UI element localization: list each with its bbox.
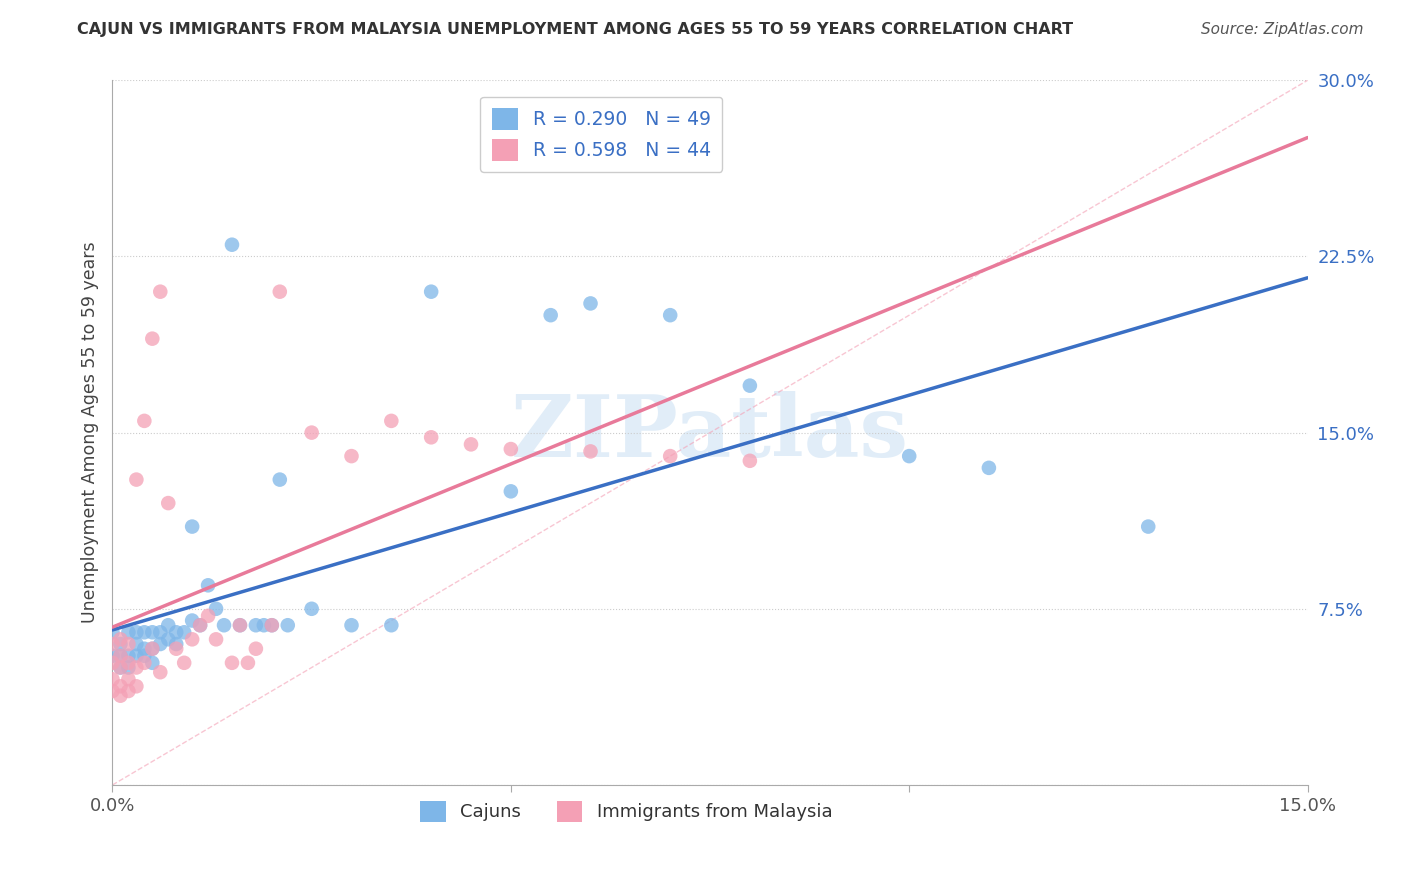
- Point: [117, 625, 139, 640]
- Point: [380, 414, 402, 428]
- Point: [188, 618, 211, 632]
- Point: [110, 660, 132, 674]
- Point: [141, 641, 163, 656]
- Point: [659, 449, 682, 463]
- Point: [141, 656, 163, 670]
- Point: [101, 637, 124, 651]
- Point: [110, 637, 132, 651]
- Point: [659, 308, 682, 322]
- Point: [738, 454, 761, 468]
- Point: [101, 684, 124, 698]
- Point: [149, 665, 172, 680]
- Legend: Cajuns, Immigrants from Malaysia: Cajuns, Immigrants from Malaysia: [413, 794, 839, 829]
- Point: [149, 285, 172, 299]
- Point: [101, 673, 124, 687]
- Point: [460, 437, 482, 451]
- Point: [197, 608, 219, 623]
- Point: [269, 473, 291, 487]
- Point: [125, 637, 148, 651]
- Point: [260, 618, 283, 632]
- Point: [125, 648, 148, 663]
- Point: [101, 625, 124, 640]
- Point: [236, 656, 259, 670]
- Point: [253, 618, 276, 632]
- Point: [117, 684, 139, 698]
- Point: [181, 519, 204, 533]
- Point: [134, 641, 156, 656]
- Point: [269, 285, 291, 299]
- Point: [173, 656, 195, 670]
- Point: [117, 648, 139, 663]
- Point: [117, 660, 139, 674]
- Point: [260, 618, 283, 632]
- Point: [117, 656, 139, 670]
- Point: [977, 460, 1000, 475]
- Point: [110, 648, 132, 663]
- Point: [141, 625, 163, 640]
- Point: [420, 430, 443, 444]
- Point: [149, 637, 172, 651]
- Point: [134, 656, 156, 670]
- Point: [125, 625, 148, 640]
- Point: [340, 618, 363, 632]
- Point: [205, 632, 228, 647]
- Text: CAJUN VS IMMIGRANTS FROM MALAYSIA UNEMPLOYMENT AMONG AGES 55 TO 59 YEARS CORRELA: CAJUN VS IMMIGRANTS FROM MALAYSIA UNEMPL…: [77, 22, 1073, 37]
- Point: [579, 296, 602, 310]
- Point: [898, 449, 921, 463]
- Point: [301, 601, 323, 615]
- Point: [165, 637, 187, 651]
- Text: ZIPatlas: ZIPatlas: [510, 391, 910, 475]
- Point: [540, 308, 562, 322]
- Point: [125, 679, 148, 693]
- Point: [181, 632, 204, 647]
- Point: [1137, 519, 1160, 533]
- Y-axis label: Unemployment Among Ages 55 to 59 years: Unemployment Among Ages 55 to 59 years: [80, 242, 98, 624]
- Point: [277, 618, 299, 632]
- Point: [125, 660, 148, 674]
- Point: [101, 648, 124, 663]
- Point: [181, 614, 204, 628]
- Point: [165, 641, 187, 656]
- Point: [157, 632, 180, 647]
- Point: [245, 618, 267, 632]
- Point: [499, 442, 522, 456]
- Point: [212, 618, 235, 632]
- Point: [340, 449, 363, 463]
- Point: [197, 578, 219, 592]
- Point: [141, 332, 163, 346]
- Point: [579, 444, 602, 458]
- Point: [110, 632, 132, 647]
- Text: Source: ZipAtlas.com: Source: ZipAtlas.com: [1201, 22, 1364, 37]
- Point: [173, 625, 195, 640]
- Point: [110, 660, 132, 674]
- Point: [380, 618, 402, 632]
- Point: [205, 601, 228, 615]
- Point: [125, 473, 148, 487]
- Point: [420, 285, 443, 299]
- Point: [141, 641, 163, 656]
- Point: [229, 618, 252, 632]
- Point: [221, 237, 243, 252]
- Point: [221, 656, 243, 670]
- Point: [149, 625, 172, 640]
- Point: [499, 484, 522, 499]
- Point: [245, 641, 267, 656]
- Point: [110, 679, 132, 693]
- Point: [165, 625, 187, 640]
- Point: [229, 618, 252, 632]
- Point: [110, 648, 132, 663]
- Point: [134, 625, 156, 640]
- Point: [738, 378, 761, 392]
- Point: [101, 656, 124, 670]
- Point: [157, 496, 180, 510]
- Point: [134, 414, 156, 428]
- Point: [188, 618, 211, 632]
- Point: [110, 689, 132, 703]
- Point: [301, 425, 323, 440]
- Point: [157, 618, 180, 632]
- Point: [134, 648, 156, 663]
- Point: [117, 637, 139, 651]
- Point: [117, 673, 139, 687]
